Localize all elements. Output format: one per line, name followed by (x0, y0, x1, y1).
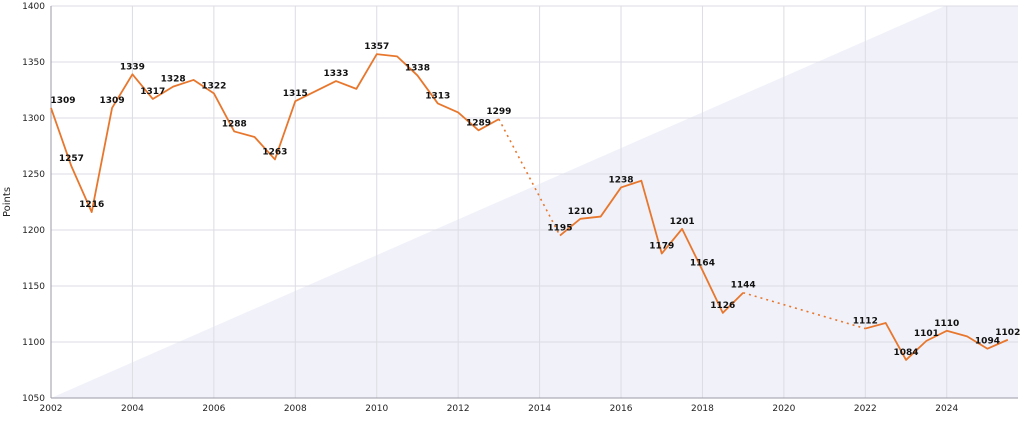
data-label: 1288 (222, 119, 247, 129)
y-tick-label: 1350 (22, 58, 45, 68)
data-label: 1179 (649, 242, 674, 252)
y-tick-label: 1150 (22, 282, 45, 292)
data-label: 1257 (59, 154, 84, 164)
series-gap-line (498, 118, 561, 236)
data-label: 1299 (486, 107, 511, 117)
x-tick-label: 2010 (365, 404, 388, 414)
y-tick-label: 1300 (22, 114, 45, 124)
data-label: 1164 (690, 258, 715, 268)
y-tick-label: 1100 (22, 338, 45, 348)
y-tick-label: 1250 (22, 170, 45, 180)
y-axis-title: Points (2, 187, 13, 217)
data-label: 1216 (79, 200, 104, 210)
y-tick-label: 1400 (22, 2, 45, 12)
data-label: 1210 (568, 207, 593, 217)
series-line-segment (865, 322, 1009, 361)
data-label: 1309 (100, 96, 125, 106)
data-label: 1238 (608, 175, 633, 185)
data-label: 1201 (670, 217, 695, 227)
series-line-segment (559, 179, 744, 314)
data-label: 1338 (405, 63, 430, 73)
x-tick-label: 2020 (772, 404, 795, 414)
x-tick-label: 2022 (854, 404, 877, 414)
data-label: 1102 (995, 328, 1020, 338)
data-label: 1333 (323, 69, 348, 79)
data-label: 1084 (894, 348, 919, 358)
data-label: 1315 (283, 89, 308, 99)
data-label: 1339 (120, 62, 145, 72)
plot-background-band (51, 6, 1018, 398)
x-tick-label: 2012 (447, 404, 470, 414)
data-label: 1195 (547, 224, 572, 234)
x-tick-label: 2004 (121, 404, 144, 414)
data-label: 1309 (50, 96, 75, 106)
x-tick-label: 2018 (691, 404, 714, 414)
data-label: 1263 (262, 147, 287, 157)
data-label: 1289 (466, 118, 491, 128)
x-tick-label: 2008 (284, 404, 307, 414)
series-line-segment (50, 53, 500, 213)
series-line (50, 53, 1009, 361)
data-labels: 1309 1257 1216 1309 1339 1317 1328 1322 1288 1263… (50, 42, 1020, 358)
data-label: 1313 (425, 91, 450, 101)
data-label: 1328 (161, 75, 186, 85)
data-label: 1112 (853, 317, 878, 327)
data-label: 1101 (914, 329, 939, 339)
x-tick-label: 2006 (202, 404, 225, 414)
data-label: 1094 (975, 337, 1000, 347)
axes: 1050 1100 1150 1200 1250 1300 1350 1400 2002 2004… (22, 2, 1018, 414)
y-tick-label: 1200 (22, 226, 45, 236)
data-label: 1317 (140, 87, 165, 97)
x-tick-label: 2024 (935, 404, 958, 414)
x-tick-label: 2002 (40, 404, 63, 414)
data-label: 1322 (201, 81, 226, 91)
data-label: 1126 (710, 301, 735, 311)
data-label: 1144 (731, 281, 756, 291)
x-tick-label: 2016 (610, 404, 633, 414)
data-label: 1110 (934, 319, 959, 329)
data-label: 1357 (364, 42, 389, 52)
x-tick-label: 2014 (528, 404, 551, 414)
y-tick-label: 1050 (22, 394, 45, 404)
